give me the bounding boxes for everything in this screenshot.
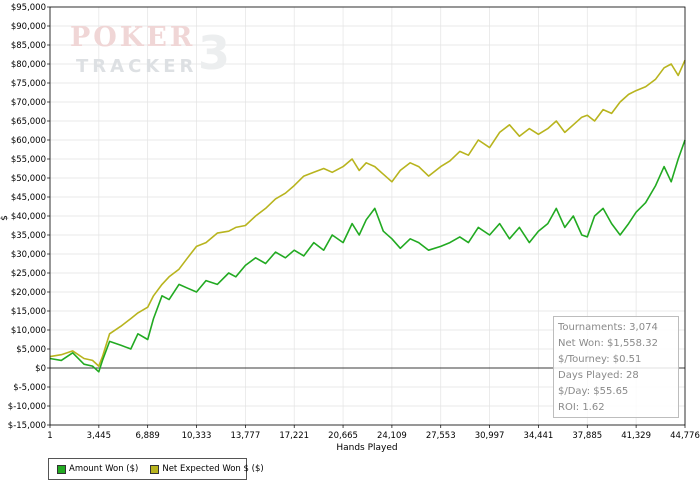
stats-days-played: Days Played: 28 — [558, 370, 639, 381]
y-tick-label: $80,000 — [11, 60, 46, 70]
poker-tracker-watermark: 3 POKER TRACKER — [70, 22, 230, 84]
x-tick-label: 10,333 — [182, 431, 212, 441]
y-tick-label: $60,000 — [11, 136, 46, 146]
legend-swatch-amount-won — [57, 464, 66, 474]
x-tick-label: 6,889 — [136, 431, 160, 441]
y-tick-label: $25,000 — [11, 269, 46, 279]
legend: Amount Won ($) Net Expected Won $ ($) — [48, 458, 264, 480]
legend-label-amount-won: Amount Won ($) — [69, 464, 139, 474]
y-axis-label: $ — [0, 215, 10, 221]
x-tick-label: 17,221 — [279, 431, 309, 441]
legend-label-net-expected-won: Net Expected Won $ ($) — [162, 464, 264, 474]
stats-roi: ROI: 1.62 — [558, 402, 605, 413]
y-tick-label: $-15,000 — [8, 421, 46, 431]
y-tick-label: $40,000 — [11, 212, 46, 222]
y-tick-label: $70,000 — [11, 98, 46, 108]
y-tick-label: $-10,000 — [8, 402, 46, 412]
x-tick-label: 13,777 — [230, 431, 260, 441]
watermark-numeral: 3 — [198, 26, 231, 80]
watermark-line-1: POKER — [70, 22, 196, 53]
legend-item-net-expected-won: Net Expected Won $ ($) — [150, 464, 264, 474]
y-tick-label: $50,000 — [11, 174, 46, 184]
x-axis-label: Hands Played — [336, 443, 397, 453]
y-tick-label: $65,000 — [11, 117, 46, 127]
series-line-amount-won — [49, 139, 686, 373]
y-tick-label: $0 — [35, 364, 46, 374]
x-tick-label: 3,445 — [87, 431, 111, 441]
y-tick-label: $10,000 — [11, 326, 46, 336]
y-tick-label: $-5,000 — [13, 383, 46, 393]
y-tick-label: $30,000 — [11, 250, 46, 260]
stats-tournaments: Tournaments: 3,074 — [558, 322, 658, 333]
series-group — [49, 59, 686, 373]
x-tick-label: 30,997 — [475, 431, 505, 441]
stats-per-tourney: $/Tourney: $0.51 — [558, 354, 642, 365]
y-tick-label: $5,000 — [16, 345, 46, 355]
x-tick-label: 41,329 — [621, 431, 651, 441]
legend-swatch-net-expected-won — [150, 464, 160, 474]
plot-border — [49, 6, 686, 426]
y-tick-label: $35,000 — [11, 231, 46, 241]
stats-net-won: Net Won: $1,558.32 — [558, 338, 658, 349]
y-tick-label: $45,000 — [11, 193, 46, 203]
stats-per-day: $/Day: $55.65 — [558, 386, 629, 397]
y-axis-ticks: $-15,000 $-10,000 $-5,000 $0 $5,000 $10,000 $1… — [8, 3, 50, 431]
x-tick-label: 1 — [47, 431, 52, 441]
y-tick-label: $55,000 — [11, 155, 46, 165]
y-tick-label: $20,000 — [11, 288, 46, 298]
x-tick-label: 44,776 — [670, 431, 700, 441]
watermark-line-2: TRACKER — [76, 56, 198, 77]
legend-item-amount-won: Amount Won ($) — [57, 464, 138, 474]
y-tick-label: $15,000 — [11, 307, 46, 317]
y-tick-label: $90,000 — [11, 22, 46, 32]
series-line-net-expected-won — [49, 59, 686, 367]
x-tick-label: 37,885 — [572, 431, 602, 441]
y-tick-label: $85,000 — [11, 41, 46, 51]
x-tick-label: 24,109 — [377, 431, 407, 441]
stats-box: Tournaments: 3,074 Net Won: $1,558.32 $/… — [553, 316, 679, 418]
x-tick-label: 27,553 — [426, 431, 456, 441]
y-tick-label: $75,000 — [11, 79, 46, 89]
x-tick-label: 20,665 — [328, 431, 358, 441]
x-axis-ticks: 1 3,445 6,889 10,333 13,777 17,221 20,665 24,10… — [47, 425, 700, 441]
x-tick-label: 34,441 — [524, 431, 554, 441]
y-tick-label: $95,000 — [11, 3, 46, 13]
